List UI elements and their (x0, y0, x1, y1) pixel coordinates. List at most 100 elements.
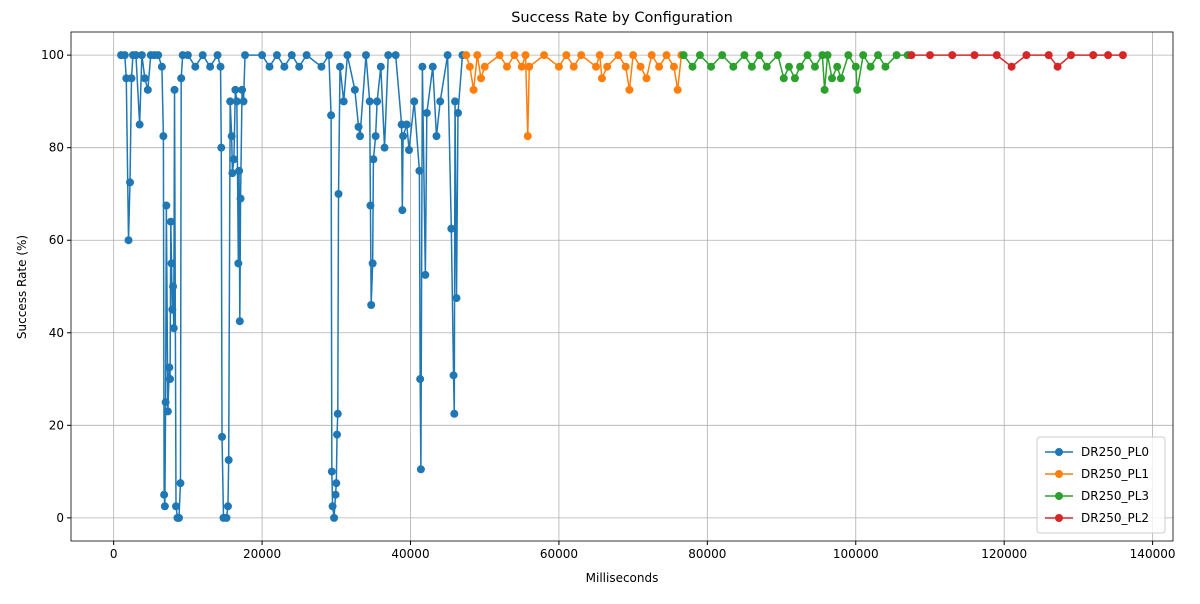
point (166, 217, 175, 226)
point (970, 51, 979, 60)
y-tick-label: 60 (49, 233, 64, 247)
point (755, 51, 764, 60)
point (333, 430, 342, 439)
point (1053, 62, 1062, 71)
point (120, 51, 129, 60)
point (948, 51, 957, 60)
point (384, 51, 393, 60)
point (1104, 51, 1113, 60)
point (784, 62, 793, 71)
point (416, 465, 425, 474)
point (235, 317, 244, 326)
x-tick-label: 100000 (833, 547, 879, 561)
point (1118, 51, 1127, 60)
x-tick-label: 0 (110, 547, 118, 561)
plot-frame (70, 31, 1174, 542)
point (688, 62, 697, 71)
point (227, 132, 236, 141)
point (405, 145, 414, 154)
point (161, 398, 170, 407)
point (354, 122, 363, 131)
legend-marker (1055, 514, 1063, 522)
point (592, 62, 601, 71)
point (810, 62, 819, 71)
point (874, 51, 883, 60)
point (428, 62, 437, 71)
y-tick-label: 80 (49, 141, 64, 155)
point (495, 51, 504, 60)
point (232, 97, 241, 106)
point (302, 51, 311, 60)
point (621, 62, 630, 71)
point (517, 62, 526, 71)
point (160, 502, 169, 511)
x-tick-label: 60000 (540, 547, 578, 561)
point (135, 120, 144, 129)
point (369, 155, 378, 164)
point (510, 51, 519, 60)
x-tick-label: 80000 (688, 547, 726, 561)
point (367, 301, 376, 310)
point (172, 502, 181, 511)
point (436, 97, 445, 106)
point (217, 143, 226, 152)
point (339, 97, 348, 106)
point (324, 51, 333, 60)
point (925, 51, 934, 60)
point (176, 479, 185, 488)
point (603, 62, 612, 71)
point (851, 62, 860, 71)
point (170, 85, 179, 94)
point (422, 108, 431, 117)
point (477, 74, 486, 83)
y-tick-label: 40 (49, 326, 64, 340)
point (226, 97, 235, 106)
x-tick-label: 120000 (981, 547, 1027, 561)
point (418, 62, 427, 71)
point (859, 51, 868, 60)
point (380, 143, 389, 152)
point (1022, 51, 1031, 60)
point (669, 62, 678, 71)
point (707, 62, 716, 71)
point (373, 97, 382, 106)
point (773, 51, 782, 60)
point (216, 62, 225, 71)
point (823, 51, 832, 60)
point (368, 259, 377, 268)
point (143, 85, 152, 94)
point (287, 51, 296, 60)
point (331, 490, 340, 499)
point (451, 97, 460, 106)
point (125, 178, 134, 187)
legend-label: DR250_PL2 (1081, 511, 1149, 525)
point (239, 97, 248, 106)
point (673, 85, 682, 94)
point (330, 513, 339, 522)
point (597, 74, 606, 83)
point (1044, 51, 1053, 60)
point (740, 51, 749, 60)
point (169, 282, 178, 291)
point (124, 236, 133, 245)
point (595, 51, 604, 60)
point (160, 490, 169, 499)
point (836, 74, 845, 83)
point (165, 363, 174, 372)
point (361, 51, 370, 60)
point (159, 132, 168, 141)
y-tick-label: 100 (41, 48, 64, 62)
point (614, 51, 623, 60)
point (1066, 51, 1075, 60)
point (336, 62, 345, 71)
point (636, 62, 645, 71)
point (443, 51, 452, 60)
point (828, 74, 837, 83)
point (272, 51, 281, 60)
point (258, 51, 267, 60)
point (127, 74, 136, 83)
point (762, 62, 771, 71)
legend-label: DR250_PL1 (1081, 467, 1149, 481)
point (191, 62, 200, 71)
point (371, 132, 380, 141)
